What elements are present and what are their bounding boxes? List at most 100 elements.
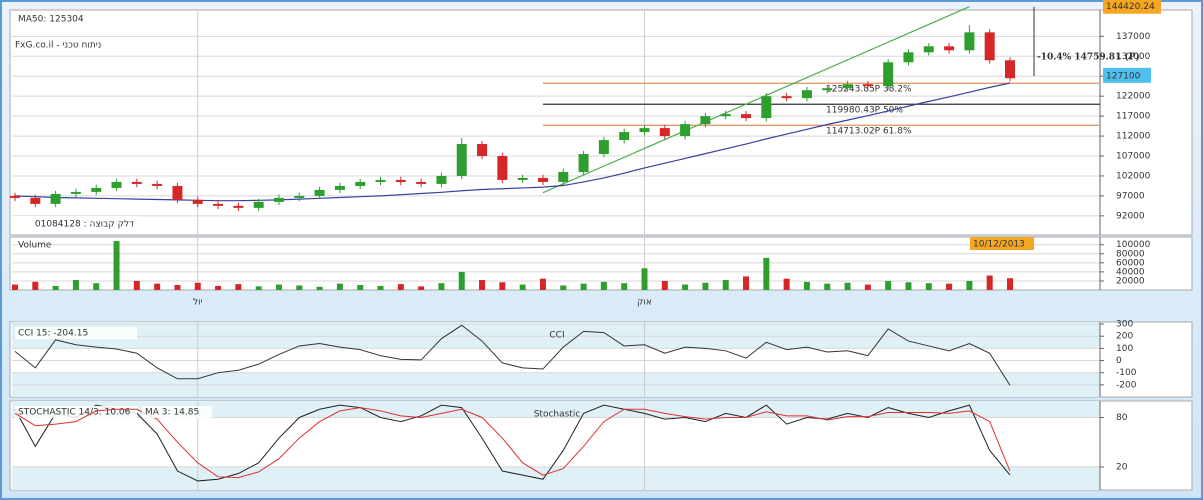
y-tick-label: 60000 <box>1116 258 1145 268</box>
y-tick-label: 92000 <box>1116 211 1145 221</box>
volume-bar <box>539 278 546 290</box>
candle-body <box>456 144 467 176</box>
volume-bar <box>397 284 404 290</box>
y-tick-label: 117000 <box>1116 112 1151 122</box>
candle-body <box>253 201 264 208</box>
candle-body <box>761 96 772 119</box>
x-tick-label: יול <box>193 298 203 308</box>
volume-bar <box>986 275 993 290</box>
date-label: 10/12/2013 <box>973 240 1025 250</box>
candle-body <box>334 185 345 190</box>
volume-bar <box>316 286 323 290</box>
candle-body <box>801 90 812 99</box>
y-tick-label: 300 <box>1116 320 1133 330</box>
volume-bar <box>275 284 282 290</box>
chart-subtitle: דלק קבוצה : 01084128 <box>35 220 134 230</box>
candle-body <box>233 205 244 208</box>
volume-bar <box>377 285 384 290</box>
panel <box>9 9 1193 236</box>
volume-bar <box>722 280 729 290</box>
x-tick-label: אוק <box>637 298 652 308</box>
volume-bar <box>966 280 973 290</box>
volume-bar <box>1007 278 1013 290</box>
volume-bar <box>458 271 465 290</box>
candle-body <box>497 156 508 180</box>
y-tick-label: 122000 <box>1116 92 1151 102</box>
y-tick-label: 100 <box>1116 344 1133 354</box>
candle-body <box>111 181 122 188</box>
legend-box <box>14 12 94 25</box>
candle-body <box>984 32 995 61</box>
candle-body <box>822 88 833 91</box>
volume-bar <box>255 286 262 290</box>
y-tick-label: 97000 <box>1116 191 1145 201</box>
candle-body <box>192 199 203 204</box>
candle-body <box>91 187 102 192</box>
top-price-label: 144420.24 <box>1106 2 1155 12</box>
volume-bar <box>52 285 59 290</box>
candle-body <box>781 96 792 99</box>
ma-line <box>14 82 1011 202</box>
candle-body <box>355 181 366 186</box>
y-tick-label: 200 <box>1116 332 1133 342</box>
legend-entry: MA 3: 14.85 <box>145 408 199 418</box>
volume-bar <box>925 283 932 290</box>
candle-body <box>375 179 386 182</box>
candle-body <box>720 114 731 117</box>
candle-body <box>10 195 20 198</box>
candle-body <box>619 132 630 141</box>
zone <box>12 401 1100 418</box>
volume-bar <box>174 285 181 290</box>
volume-bar <box>154 283 161 290</box>
volume-bar <box>93 283 100 290</box>
candle-body <box>883 62 894 87</box>
volume-bar <box>438 283 445 290</box>
candle-body <box>578 154 589 172</box>
candle-body <box>213 203 224 206</box>
volume-bar <box>844 282 851 290</box>
legend-box <box>142 406 212 418</box>
candle-body <box>273 197 284 202</box>
volume-bar <box>479 280 486 290</box>
volume-bar <box>682 284 689 290</box>
top-price-box <box>1103 0 1161 14</box>
candle-body <box>517 177 528 180</box>
volume-bar <box>864 284 871 290</box>
candle-body <box>558 171 569 182</box>
candle-body <box>639 128 650 133</box>
legend-entry: STOCHASTIC 14/3: 10.06 <box>18 408 131 418</box>
y-tick-label: 107000 <box>1116 152 1151 162</box>
candle-body <box>537 177 548 182</box>
candle-body <box>70 191 81 194</box>
change-label: -10.4% 14759.81 (P) <box>1037 52 1140 63</box>
volume-bar <box>113 241 120 290</box>
zone <box>12 466 1100 490</box>
candle-body <box>416 181 427 184</box>
volume-bar <box>72 280 79 290</box>
y-tick-label: -100 <box>1116 368 1137 378</box>
date-box <box>970 237 1034 250</box>
volume-bar <box>946 283 953 290</box>
last-price-box <box>1103 67 1151 83</box>
y-tick-label: 40000 <box>1116 267 1145 277</box>
volume-bar <box>580 283 587 290</box>
volume-bar <box>418 286 425 290</box>
volume-bar <box>763 257 770 290</box>
candle-body <box>30 197 41 204</box>
volume-bar <box>600 281 607 290</box>
fib-label: 125243.85P 38.2% <box>826 85 912 95</box>
indicator-line <box>14 404 1011 482</box>
candle-body <box>152 183 163 186</box>
last-price-label: 127100 <box>1106 71 1141 81</box>
volume-bar <box>702 282 709 290</box>
candle-body <box>700 116 711 125</box>
candle-body <box>659 128 670 137</box>
y-tick-label: 80 <box>1116 413 1128 423</box>
y-tick-label: 100000 <box>1116 240 1151 250</box>
legend-box <box>15 327 137 339</box>
y-tick-label: 80000 <box>1116 249 1145 259</box>
volume-bar <box>824 283 831 290</box>
volume-bar <box>560 285 567 290</box>
